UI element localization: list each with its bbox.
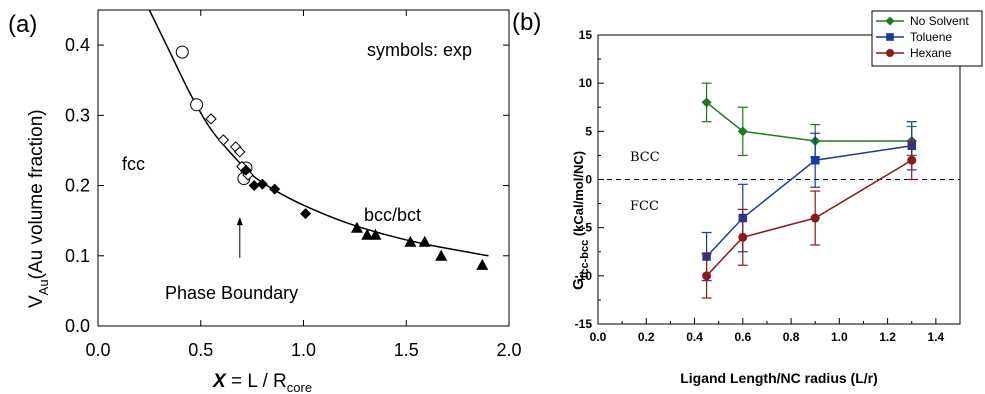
series-no-solvent <box>701 82 917 158</box>
data-point-square <box>810 155 820 165</box>
panel-a-data-points <box>175 45 489 270</box>
a-data-point-triangle-filled <box>418 235 431 247</box>
a-data-point-triangle-filled <box>435 249 448 261</box>
a-y-tick-label: 0.2 <box>65 176 90 196</box>
b-x-tick-label: 1.4 <box>928 330 945 344</box>
b-x-tick-label: 1.2 <box>879 330 896 344</box>
panel-b-y-ticks: 15 10 5 0 -5 -10 -15 <box>575 28 604 331</box>
a-x-tick-label: 0.0 <box>85 340 110 360</box>
legend-marker-circle <box>885 48 895 58</box>
a-data-point-diamond-filled <box>240 164 252 176</box>
a-data-point-diamond-open <box>205 113 217 125</box>
a-data-point-diamond-open <box>234 146 246 158</box>
panel-b: (b) 0.0 0.2 0.4 0.6 0.8 1.0 1.2 1.4 15 10 5 0 -5 -10… <box>512 9 983 386</box>
a-data-point-circle-open <box>190 98 204 112</box>
series-line <box>706 159 913 277</box>
legend-marker-diamond <box>885 16 895 26</box>
data-point-diamond <box>701 97 712 108</box>
panel-b-y-axis-label: Gfcc-bcc (kCal/mol/NC) <box>570 151 591 290</box>
a-x-tick-label: 1.5 <box>394 340 419 360</box>
b-x-tick-label: 0.0 <box>590 330 607 344</box>
a-data-point-diamond-open <box>217 134 230 146</box>
a-x-tick-label: 1.0 <box>291 340 316 360</box>
a-x-tick-label: 0.5 <box>188 340 213 360</box>
legend-label: Hexane <box>910 46 952 60</box>
data-point-circle <box>702 271 712 281</box>
series-hexane <box>701 140 917 299</box>
b-y-tick-label: 10 <box>579 76 593 90</box>
a-y-tick-label: 0.3 <box>65 105 90 125</box>
a-y-tick-label: 0.4 <box>65 35 90 55</box>
panel-b-legend: No Solvent Toluene Hexane <box>871 10 983 67</box>
data-point-circle <box>907 155 917 165</box>
legend-label: No Solvent <box>910 14 969 28</box>
a-y-tick-label: 0.0 <box>65 316 90 336</box>
b-x-tick-label: 0.6 <box>734 330 751 344</box>
series-toluene <box>701 121 917 282</box>
b-y-tick-label: 0 <box>585 173 592 187</box>
series-line <box>706 101 912 142</box>
panel-b-x-ticks: 0.0 0.2 0.4 0.6 0.8 1.0 1.2 1.4 <box>590 318 945 344</box>
a-data-point-diamond-filled <box>269 183 281 195</box>
phase-boundary-arrowhead <box>236 217 243 226</box>
panel-a-x-ticks: 0.0 0.5 1.0 1.5 2.0 <box>85 10 522 360</box>
data-point-circle <box>738 232 748 242</box>
data-point-circle <box>810 213 820 223</box>
b-y-tick-label: 15 <box>579 28 593 42</box>
a-data-point-circle-open <box>175 45 189 59</box>
a-data-point-triangle-filled <box>404 235 417 247</box>
b-x-tick-label: 0.2 <box>638 330 655 344</box>
a-y-tick-label: 0.1 <box>65 246 90 266</box>
a-data-point-triangle-filled <box>350 221 363 233</box>
a-data-point-triangle-filled <box>369 228 382 240</box>
panel-b-series <box>701 82 917 299</box>
panel-b-label: (b) <box>512 9 541 36</box>
a-x-tick-label: 2.0 <box>496 340 521 360</box>
a-data-point-triangle-filled <box>476 258 489 270</box>
bcc-region-label: bcc/bct <box>364 205 421 225</box>
series-line <box>706 145 912 258</box>
symbols-annotation: symbols: exp <box>367 40 472 60</box>
fcc-region-label-b: FCC <box>630 199 659 214</box>
panel-a-y-axis-label: VAu(Au volume fraction) <box>26 109 51 308</box>
a-data-point-triangle-filled <box>361 228 374 240</box>
legend-marker-square <box>886 33 894 41</box>
panel-a-x-axis-label: X = L / Rcore <box>212 371 312 394</box>
b-y-tick-label: -15 <box>575 317 593 331</box>
b-x-tick-label: 1.0 <box>831 330 848 344</box>
panel-a-label: (a) <box>8 11 37 38</box>
phase-boundary-label: Phase Boundary <box>165 283 298 303</box>
b-y-tick-label: -10 <box>575 269 593 283</box>
a-data-point-diamond-filled <box>256 178 268 190</box>
b-x-tick-label: 0.8 <box>783 330 800 344</box>
panel-b-x-axis-label: Ligand Length/NC radius (L/r) <box>680 370 878 386</box>
a-data-point-diamond-filled <box>300 208 312 220</box>
b-y-tick-label: -5 <box>581 221 592 235</box>
a-data-point-diamond-filled <box>248 180 260 192</box>
bcc-region-label-b: BCC <box>630 150 660 165</box>
legend-label: Toluene <box>910 30 952 44</box>
b-x-tick-label: 0.4 <box>686 330 703 344</box>
data-point-diamond <box>737 126 748 137</box>
panel-a-y-ticks: 0.0 0.1 0.2 0.3 0.4 <box>65 35 509 336</box>
panel-a: (a) 0.0 0.5 1.0 1.5 2.0 0.0 0.1 0.2 0.3 0.4 symb… <box>8 9 522 394</box>
b-y-tick-label: 5 <box>585 124 592 138</box>
fcc-region-label: fcc <box>122 154 145 174</box>
